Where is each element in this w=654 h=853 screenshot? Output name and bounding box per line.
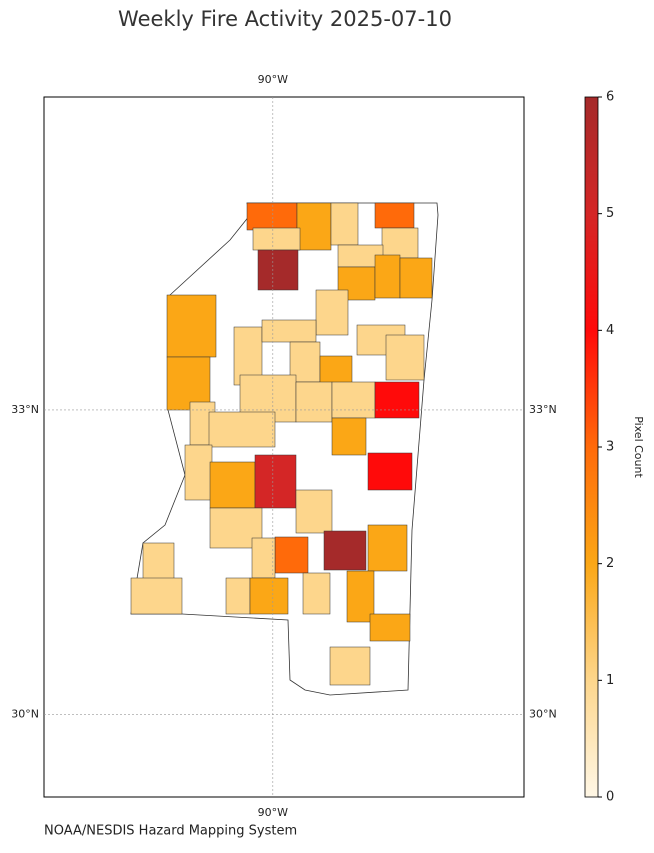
county — [385, 334, 425, 381]
county — [166, 356, 211, 411]
colorbar — [584, 96, 599, 798]
county — [209, 461, 256, 509]
county — [374, 202, 415, 229]
y-tick-label: 33°N — [11, 403, 39, 416]
county — [315, 289, 349, 336]
county — [381, 227, 419, 259]
colorbar-tick-label: 3 — [606, 440, 614, 455]
county — [254, 454, 297, 509]
county — [330, 202, 359, 246]
county — [399, 257, 433, 299]
county — [346, 570, 375, 623]
y-tick-label: 30°N — [11, 708, 39, 721]
colorbar-tick-label: 1 — [606, 673, 614, 688]
county — [208, 411, 276, 448]
county — [274, 536, 309, 574]
colorbar-tick-label: 6 — [606, 90, 614, 105]
county — [295, 381, 333, 423]
county — [249, 577, 289, 615]
county — [184, 444, 213, 501]
county — [166, 294, 217, 358]
x-tick-label: 90°W — [258, 806, 288, 819]
colorbar-label: Pixel Count — [632, 416, 645, 478]
county — [369, 613, 411, 642]
colorbar-tick-label: 0 — [606, 790, 614, 805]
county — [130, 577, 183, 615]
county — [295, 489, 333, 534]
x-tick-label: 90°W — [258, 73, 288, 86]
county — [302, 572, 331, 615]
county — [323, 530, 367, 571]
colorbar-tick-label: 2 — [606, 556, 614, 571]
county — [225, 577, 251, 615]
county — [251, 537, 276, 579]
county — [329, 646, 371, 686]
colorbar-tick-label: 4 — [606, 323, 614, 338]
chart-title: Weekly Fire Activity 2025-07-10 — [118, 7, 452, 31]
county — [331, 417, 367, 456]
county — [142, 542, 175, 581]
county — [257, 249, 299, 291]
map-frame — [43, 96, 525, 798]
county — [331, 381, 376, 419]
colorbar-tick-label: 5 — [606, 206, 614, 221]
county — [246, 202, 298, 231]
county — [252, 227, 301, 251]
county — [261, 319, 317, 343]
county — [367, 452, 413, 491]
county — [374, 254, 401, 299]
source: NOAA/NESDIS Hazard Mapping System — [44, 824, 297, 839]
y-tick-label: 30°N — [529, 708, 557, 721]
county — [367, 524, 408, 572]
county — [296, 202, 332, 251]
county — [374, 381, 420, 419]
y-tick-label: 33°N — [529, 403, 557, 416]
